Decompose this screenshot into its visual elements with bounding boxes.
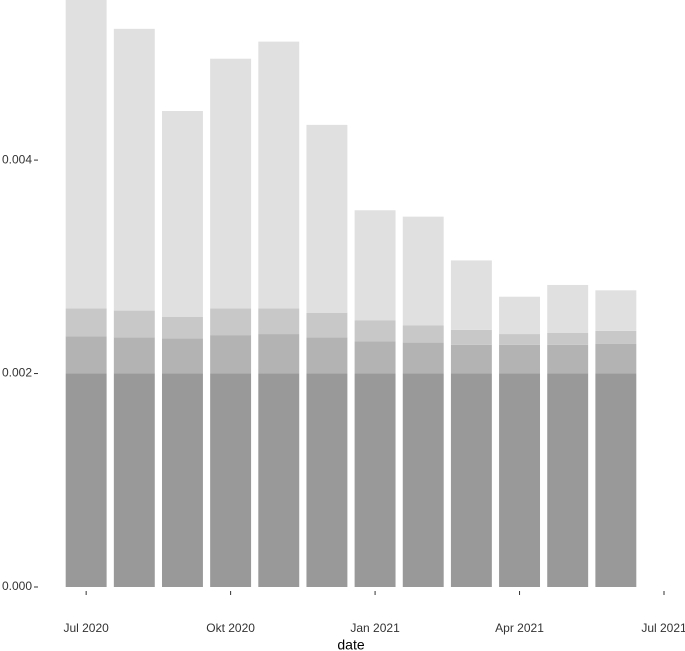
bar-segment — [499, 373, 541, 587]
bar-segment — [547, 284, 589, 333]
bar-segment — [354, 210, 396, 321]
y-tick-label: 0.004 — [2, 152, 32, 166]
bar-segment — [65, 373, 107, 587]
bar-segment — [161, 316, 203, 339]
bar-segment — [306, 337, 348, 374]
y-tick-label: 0.002 — [2, 366, 32, 380]
bar-segment — [354, 373, 396, 587]
bar-segment — [547, 373, 589, 587]
x-tick-label: Jul 2021 — [641, 621, 685, 635]
x-tick-label: Okt 2020 — [206, 621, 255, 635]
bar-segment — [595, 343, 637, 374]
bar-segment — [258, 308, 300, 335]
bar-segment — [65, 0, 107, 309]
bar-segment — [161, 338, 203, 374]
bar-segment — [402, 325, 444, 343]
bar-segment — [258, 373, 300, 587]
bar-segment — [113, 337, 155, 374]
bar-segment — [210, 308, 252, 336]
x-tick-label: Apr 2021 — [495, 621, 544, 635]
bar-segment — [499, 296, 541, 335]
bar-segment — [595, 290, 637, 331]
bar-segment — [113, 310, 155, 338]
x-axis-title: date — [337, 637, 364, 651]
x-tick-label: Jan 2021 — [350, 621, 400, 635]
bar-segment — [499, 334, 541, 345]
bar-segment — [258, 334, 300, 374]
bar-segment — [402, 373, 444, 587]
bar-segment — [306, 312, 348, 338]
bar-segment — [354, 320, 396, 342]
bar-segment — [547, 332, 589, 345]
bar-segment — [210, 335, 252, 374]
bar-segment — [595, 373, 637, 587]
bar-segment — [499, 344, 541, 374]
bar-segment — [402, 342, 444, 374]
bar-segment — [306, 373, 348, 587]
bar-segment — [113, 373, 155, 587]
bar-segment — [210, 58, 252, 309]
bar-segment — [113, 28, 155, 311]
bar-segment — [354, 341, 396, 374]
bar-segment — [161, 373, 203, 587]
bar-segment — [65, 308, 107, 337]
bar-segment — [306, 124, 348, 313]
bar-segment — [450, 344, 492, 374]
bar-segment — [450, 260, 492, 330]
bar-segment — [402, 216, 444, 326]
bar-segment — [258, 41, 300, 309]
bar-segment — [450, 373, 492, 587]
y-tick-label: 0.000 — [2, 579, 32, 593]
bar-segment — [547, 344, 589, 374]
bar-segment — [450, 329, 492, 345]
bar-segment — [595, 330, 637, 344]
x-tick-label: Jul 2020 — [63, 621, 109, 635]
bar-segment — [161, 110, 203, 317]
bar-segment — [65, 336, 107, 374]
bar-segment — [210, 373, 252, 587]
